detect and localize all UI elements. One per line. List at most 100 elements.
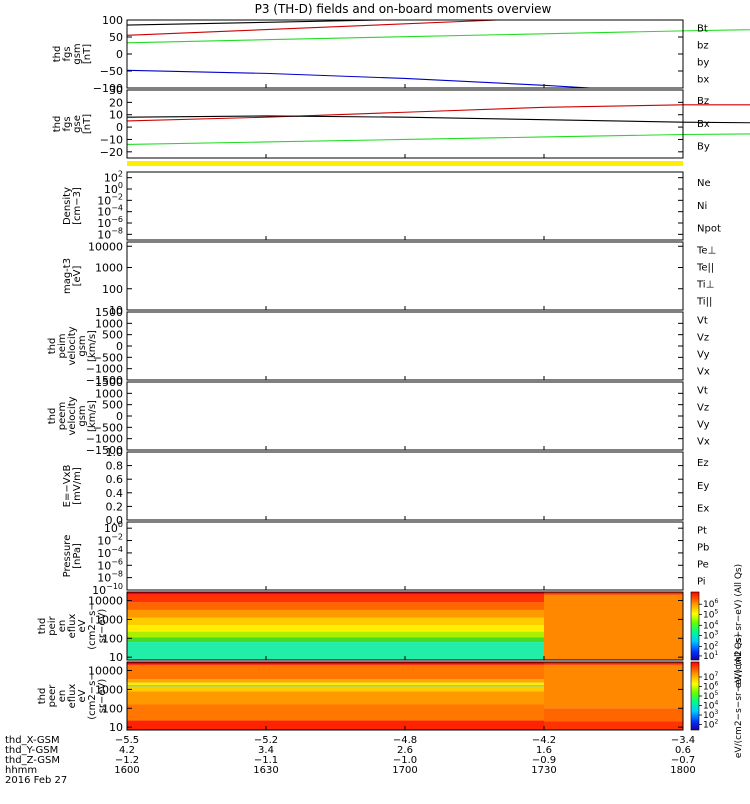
peim_velocity-ytick-label-0: 1500 — [95, 306, 123, 319]
peim_velocity-ylabel-line-0: thd — [47, 338, 58, 355]
efield-ylabel-line-0: E=−VxB — [62, 465, 73, 508]
fgs_gsm-series-by — [126, 29, 750, 44]
fgs_gse-ytick-label-5: −20 — [100, 146, 123, 159]
peir_spec-band-before-6 — [127, 631, 544, 638]
peir_spec-ylabel-line-2: en — [57, 620, 68, 633]
peim_velocity-ylabel-line-1: peim — [57, 333, 68, 358]
peer_spec-cb-label-0: 102 — [703, 719, 718, 731]
peer_spec-band-after-2 — [544, 708, 683, 722]
xaxis-value-2-3: −0.9 — [532, 755, 556, 766]
figure-title: P3 (TH-D) fields and on-board moments ov… — [255, 2, 552, 16]
peir_spec-band-before-3 — [127, 609, 544, 618]
temperature-legend-Te||: Te|| — [696, 263, 714, 274]
fgs_gsm-ytick-label-2: 0 — [116, 48, 123, 61]
xaxis-value-1-4: 0.6 — [675, 745, 691, 756]
temperature-ylabel: mag-t3 [eV] — [62, 258, 83, 294]
density-ytick-label-5: 10−8 — [97, 226, 123, 241]
xaxis-value-0-0: −5.5 — [115, 735, 139, 746]
pressure-ylabel-line-1: [nPa] — [72, 543, 83, 569]
fgs_gse-ytick-label-1: 20 — [109, 96, 123, 109]
pressure-legend-Pi: Pi — [697, 577, 706, 588]
panel-fgs_gsm: 100 50 0 −50 −100 thd fgs gsm [nT] Bt bz by bx — [52, 14, 750, 95]
xaxis-value-2-4: −0.7 — [671, 755, 695, 766]
peer_spec-ylabel-line-4: eV — [77, 689, 88, 702]
fgs_gsm-ytick-label-4: −100 — [93, 82, 123, 95]
peim_velocity-ytick-label-4: −500 — [93, 351, 123, 364]
peer_spec-band-before-5 — [127, 686, 544, 692]
temperature-legend-Ti⊥: Ti⊥ — [696, 280, 714, 291]
peer_spec-ytick-label-3: 10 — [109, 721, 123, 734]
pressure-frame — [126, 521, 684, 591]
efield-ytick-label-1: 0.8 — [106, 460, 124, 473]
density-ytick-label-0: 102 — [104, 170, 123, 185]
pressure-legend-Pe: Pe — [697, 560, 709, 571]
xaxis-row-label-2: thd_Z-GSM — [5, 755, 60, 766]
fgs_gse-ytick-label-2: 10 — [109, 109, 123, 122]
peer_spec-ylabel-line-5: (cm2−s− — [87, 672, 98, 719]
peir_spec-cb-label-0: 101 — [703, 650, 718, 662]
peim_velocity-legend-Vx: Vx — [697, 367, 710, 378]
fgs_gsm-series-Bt — [126, 19, 382, 26]
temperature-legend-Te⊥: Te⊥ — [696, 246, 716, 257]
efield-ylabel-line-1: [mV/m] — [72, 467, 83, 505]
temperature-ylabel-line-0: mag-t3 — [62, 258, 73, 294]
peim_velocity-frame — [126, 311, 684, 381]
peir_spec-band-after-0 — [544, 592, 683, 595]
density-ytick-label-1: 100 — [104, 181, 123, 196]
peer_spec-band-after-3 — [544, 721, 683, 730]
peir_spec-band-before-8 — [127, 642, 544, 660]
efield-legend-Ez: Ez — [697, 458, 709, 469]
temperature-frame — [126, 241, 684, 311]
fgs_gse-ylabel-line-1: fgs — [62, 116, 73, 131]
peer_spec-cb-label-4: 106 — [703, 680, 718, 692]
peir_spec-cb-label-1: 102 — [703, 640, 718, 652]
peir_spec-band-before-5 — [127, 625, 544, 632]
density-legend-Npot: Npot — [697, 224, 721, 235]
efield-ytick-label-3: 0.4 — [106, 487, 124, 500]
peem_velocity-legend-Vt: Vt — [697, 386, 708, 397]
peer_spec-band-before-8 — [127, 720, 544, 730]
xaxis-value-2-2: −1.0 — [393, 755, 417, 766]
peem_velocity-ytick-label-3: 0 — [116, 410, 123, 423]
peem_velocity-ylabel-line-1: peem — [57, 402, 68, 430]
fgs_gsm-ytick-label-3: −50 — [100, 65, 123, 78]
xaxis-value-1-1: 3.4 — [258, 745, 274, 756]
efield-legend-Ey: Ey — [697, 481, 709, 492]
fgs_gse-ytick-label-3: 0 — [116, 121, 123, 134]
peer_spec-ylabel-line-6: sr−eV) — [97, 679, 108, 714]
peer_spec-ylabel-line-0: thd — [37, 688, 48, 705]
pressure-ytick-label-4: 10−8 — [97, 570, 123, 585]
fgs_gsm-ylabel-line-1: fgs — [62, 46, 73, 61]
peem_velocity-legend-Vz: Vz — [697, 403, 709, 414]
xaxis-value-0-2: −4.8 — [393, 735, 417, 746]
fgs_gsm-legend-Bt: Bt — [697, 24, 708, 35]
peir_spec-cb-label-4: 105 — [703, 608, 718, 620]
fgs_gsm-series-bz — [126, 19, 498, 36]
xaxis-value-2-0: −1.2 — [115, 755, 139, 766]
peem_velocity-ytick-label-6: −1500 — [86, 444, 123, 457]
peim_velocity-ylabel-line-2: velocity — [67, 326, 78, 365]
xaxis-value-1-2: 2.6 — [397, 745, 413, 756]
peir_spec-ytick-label-2: 100 — [102, 632, 123, 645]
peer_spec-cb-label-3: 105 — [703, 690, 718, 702]
efield-ytick-label-2: 0.6 — [106, 473, 124, 486]
peer_spec-band-before-6 — [127, 691, 544, 705]
pressure-ylabel: Pressure [nPa] — [62, 535, 83, 578]
peim_velocity-ylabel: thd peim velocity gsm [km/s] — [47, 326, 98, 365]
peim_velocity-legend-Vy: Vy — [697, 350, 710, 361]
fgs_gse-ylabel: thd fgs gse [nT] — [52, 114, 93, 134]
peer_spec-ylabel-line-1: peer — [47, 684, 58, 708]
fgs_gse-frame — [126, 89, 684, 159]
peir_spec-colorbar-label: eV/(cm2−s−sr−eV) (All Qs) — [734, 564, 744, 688]
peir_spec-cb-label-2: 103 — [703, 630, 718, 642]
pressure-ytick-label-2: 10−4 — [97, 545, 123, 560]
pressure-ytick-label-3: 10−6 — [97, 557, 123, 572]
efield-ytick-label-4: 0.2 — [106, 500, 124, 513]
peem_velocity-ytick-label-0: 1500 — [95, 376, 123, 389]
peir_spec-ylabel-line-3: eflux — [67, 614, 78, 639]
